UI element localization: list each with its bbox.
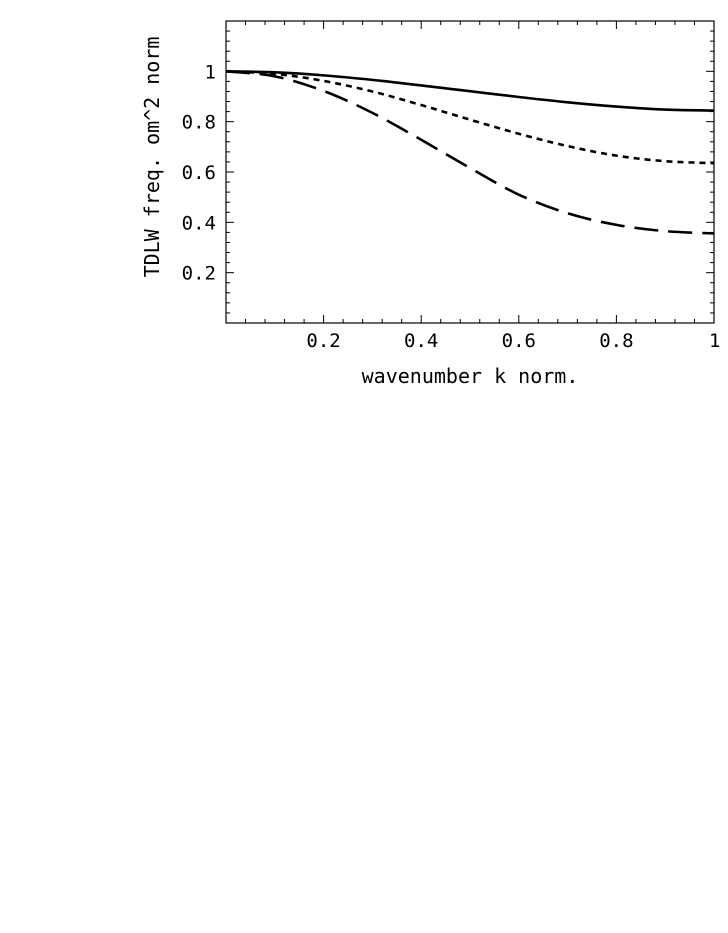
series-line-solid xyxy=(225,70,715,112)
axis-ticks xyxy=(226,21,714,323)
y-tick-label: 0.4 xyxy=(182,212,216,234)
x-tick-label: 0.6 xyxy=(502,330,536,352)
x-tick-label: 0.8 xyxy=(599,330,633,352)
plot-frame xyxy=(225,20,715,324)
y-tick-label: 0.8 xyxy=(182,112,216,134)
x-tick-label: 0.4 xyxy=(404,330,438,352)
y-tick-label: 1 xyxy=(205,61,216,83)
series-line-dotted xyxy=(225,70,715,165)
axis-tick-labels: 0.2 0.4 0.6 0.8 1 0.2 0.4 0.6 0.8 1 xyxy=(182,61,721,352)
y-tick-label: 0.2 xyxy=(182,263,216,285)
x-axis-label: wavenumber k norm. xyxy=(362,364,579,388)
y-tick-label: 0.6 xyxy=(182,162,216,184)
series-lines xyxy=(225,70,715,235)
series-line-dashed xyxy=(225,70,715,235)
x-tick-label: 0.2 xyxy=(306,330,340,352)
y-axis-label: TDLW freq. om^2 norm xyxy=(140,37,164,278)
x-tick-label: 1 xyxy=(709,330,720,352)
